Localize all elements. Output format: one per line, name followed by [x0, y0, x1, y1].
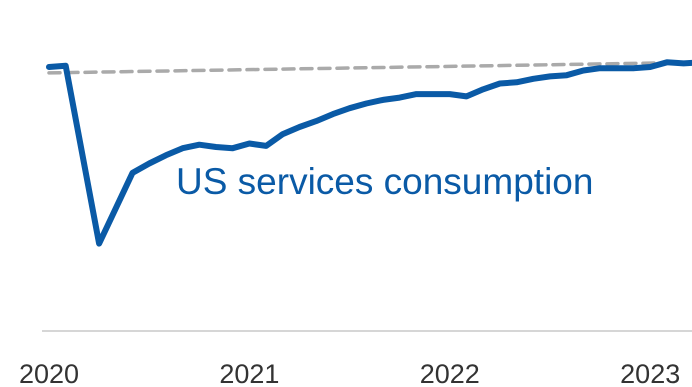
series-line-us-services-consumption [46, 59, 692, 247]
x-tick-label-2021: 2021 [219, 359, 279, 387]
series-layer [46, 59, 692, 247]
series-annotation: US services consumption [176, 161, 593, 202]
x-tick-labels: 2020 2021 2022 2023 [19, 359, 680, 387]
trend-dashed-line [47, 60, 692, 75]
x-tick-label-2022: 2022 [420, 359, 480, 387]
x-tick-label-2020: 2020 [19, 359, 79, 387]
x-tick-label-2023: 2023 [620, 359, 680, 387]
